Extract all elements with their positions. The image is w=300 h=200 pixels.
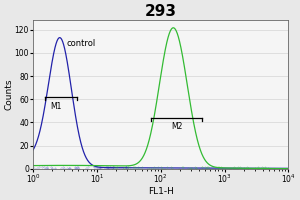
Text: control: control (66, 39, 96, 48)
Y-axis label: Counts: Counts (4, 79, 13, 110)
Text: M1: M1 (50, 102, 62, 111)
X-axis label: FL1-H: FL1-H (148, 187, 174, 196)
Text: M2: M2 (171, 122, 182, 131)
Title: 293: 293 (145, 4, 177, 19)
